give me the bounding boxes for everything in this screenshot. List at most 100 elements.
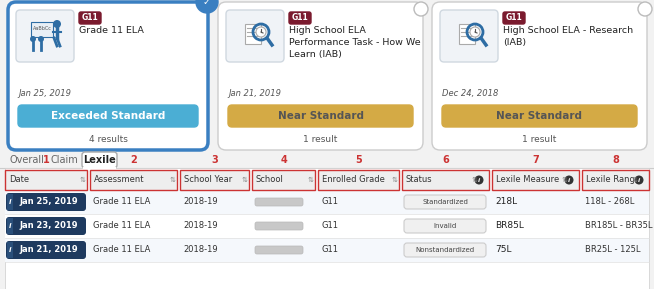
FancyBboxPatch shape — [6, 241, 86, 259]
Text: BR25L - 125L: BR25L - 125L — [585, 245, 640, 255]
Bar — [83, 167, 116, 169]
FancyBboxPatch shape — [18, 105, 198, 127]
Bar — [459, 24, 475, 44]
Text: ⇅: ⇅ — [562, 177, 568, 183]
Text: High School ELA - Research
(IAB): High School ELA - Research (IAB) — [503, 26, 633, 47]
FancyBboxPatch shape — [79, 12, 101, 24]
Text: G11: G11 — [321, 245, 338, 255]
Text: Standardized: Standardized — [422, 199, 468, 205]
Bar — [245, 24, 261, 44]
Circle shape — [564, 175, 574, 184]
Circle shape — [256, 27, 266, 37]
Text: i: i — [9, 247, 11, 253]
Text: Claim: Claim — [50, 155, 78, 165]
Bar — [5, 170, 87, 190]
Text: 4: 4 — [281, 155, 287, 165]
Text: Lexile: Lexile — [83, 155, 116, 165]
Text: ⇅: ⇅ — [632, 177, 638, 183]
Text: Status: Status — [406, 175, 433, 184]
Text: Dec 24, 2018: Dec 24, 2018 — [442, 89, 498, 98]
Text: High School ELA
Performance Task - How We
Learn (IAB): High School ELA Performance Task - How W… — [289, 26, 421, 59]
Text: 2018-19: 2018-19 — [183, 221, 218, 231]
Text: i: i — [568, 178, 570, 183]
Text: Invalid: Invalid — [434, 223, 456, 229]
Text: ✓: ✓ — [203, 0, 211, 7]
Text: BR185L - BR35L: BR185L - BR35L — [585, 221, 653, 231]
Circle shape — [38, 36, 44, 42]
Text: G11: G11 — [506, 14, 523, 23]
Text: Exceeded Standard: Exceeded Standard — [51, 111, 165, 121]
FancyBboxPatch shape — [404, 195, 486, 209]
Text: 1: 1 — [43, 155, 50, 165]
Text: Date: Date — [9, 175, 29, 184]
Text: Jan 25, 2019: Jan 25, 2019 — [20, 197, 78, 207]
Text: Jan 25, 2019: Jan 25, 2019 — [18, 89, 71, 98]
Text: i: i — [638, 178, 640, 183]
Text: Jan 23, 2019: Jan 23, 2019 — [20, 221, 78, 231]
Text: Grade 11 ELA: Grade 11 ELA — [93, 197, 150, 207]
Text: 2018-19: 2018-19 — [183, 245, 218, 255]
Bar — [318, 170, 399, 190]
Text: 75L: 75L — [495, 245, 511, 255]
FancyBboxPatch shape — [404, 219, 486, 233]
Text: 218L: 218L — [495, 197, 517, 207]
Bar — [180, 170, 249, 190]
FancyBboxPatch shape — [226, 10, 284, 62]
Circle shape — [414, 2, 428, 16]
Bar — [5, 238, 649, 262]
Text: 7: 7 — [532, 155, 540, 165]
Text: AaBbCc: AaBbCc — [33, 27, 52, 32]
FancyBboxPatch shape — [255, 246, 303, 254]
Text: ⇅: ⇅ — [472, 177, 478, 183]
Text: School: School — [256, 175, 284, 184]
Circle shape — [30, 36, 36, 42]
Text: 118L - 268L: 118L - 268L — [585, 197, 634, 207]
FancyBboxPatch shape — [228, 105, 413, 127]
Text: 5: 5 — [356, 155, 362, 165]
Text: Jan 21, 2019: Jan 21, 2019 — [20, 245, 78, 255]
FancyBboxPatch shape — [289, 12, 311, 24]
Bar — [492, 170, 579, 190]
Text: ⇅: ⇅ — [308, 177, 314, 183]
FancyBboxPatch shape — [404, 243, 486, 257]
Text: Grade 11 ELA: Grade 11 ELA — [93, 221, 150, 231]
Text: Enrolled Grade: Enrolled Grade — [322, 175, 385, 184]
Bar — [402, 170, 489, 190]
Text: 2: 2 — [131, 155, 137, 165]
Circle shape — [196, 0, 218, 13]
Text: Jan 21, 2019: Jan 21, 2019 — [228, 89, 281, 98]
Bar — [7, 218, 13, 234]
FancyBboxPatch shape — [6, 193, 86, 211]
Bar — [5, 214, 649, 238]
Bar — [582, 170, 649, 190]
Text: Grade 11 ELA: Grade 11 ELA — [79, 26, 144, 35]
FancyBboxPatch shape — [16, 10, 74, 62]
Circle shape — [634, 175, 644, 184]
FancyBboxPatch shape — [82, 152, 117, 168]
Text: Nonstandardized: Nonstandardized — [415, 247, 475, 253]
Bar — [31, 22, 53, 37]
Text: Lexile Range: Lexile Range — [586, 175, 640, 184]
Circle shape — [638, 2, 652, 16]
Bar — [90, 170, 177, 190]
Text: School Year: School Year — [184, 175, 232, 184]
FancyBboxPatch shape — [6, 217, 86, 235]
Text: BR85L: BR85L — [495, 221, 524, 231]
Text: 8: 8 — [613, 155, 619, 165]
Circle shape — [475, 175, 483, 184]
Text: 3: 3 — [212, 155, 218, 165]
Text: Overall: Overall — [10, 155, 44, 165]
Circle shape — [470, 27, 480, 37]
Text: 4 results: 4 results — [88, 135, 128, 144]
Text: 2018-19: 2018-19 — [183, 197, 218, 207]
Text: Grade 11 ELA: Grade 11 ELA — [93, 245, 150, 255]
Text: i: i — [478, 178, 480, 183]
FancyBboxPatch shape — [8, 2, 208, 150]
Text: i: i — [9, 223, 11, 229]
Text: 6: 6 — [443, 155, 449, 165]
Text: 1 result: 1 result — [523, 135, 557, 144]
Text: G11: G11 — [292, 14, 309, 23]
Bar — [252, 170, 315, 190]
Text: 1 result: 1 result — [303, 135, 337, 144]
FancyBboxPatch shape — [255, 198, 303, 206]
